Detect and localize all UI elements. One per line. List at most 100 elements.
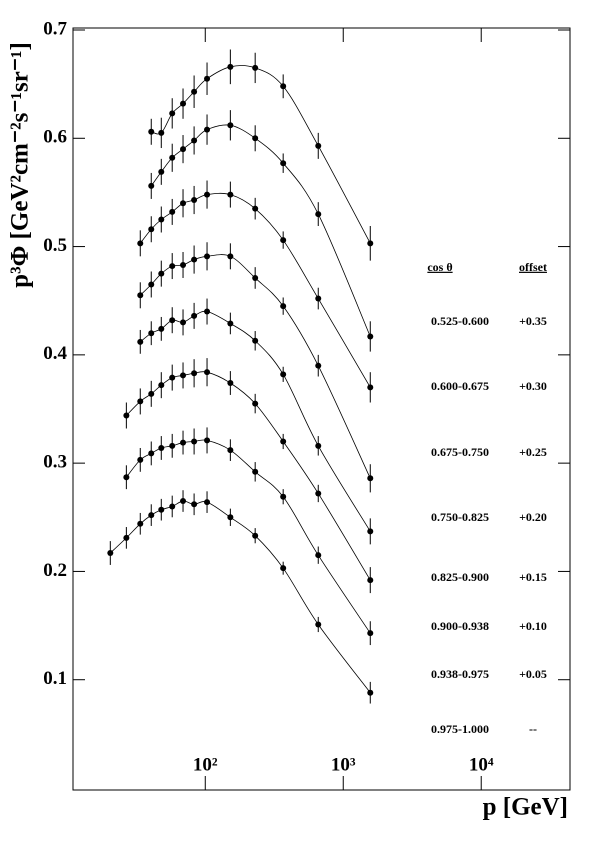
data-point <box>191 501 198 508</box>
data-point <box>204 499 211 506</box>
data-point <box>252 64 259 71</box>
data-point <box>137 338 144 345</box>
data-point <box>280 303 287 310</box>
data-point <box>315 362 322 369</box>
data-point <box>252 532 259 539</box>
data-point <box>227 253 234 260</box>
data-point <box>169 154 176 161</box>
data-point <box>280 565 287 572</box>
legend-label: 0.900-0.938 <box>431 619 489 633</box>
legend-label: 0.675-0.750 <box>431 445 489 459</box>
legend-offset: +0.25 <box>519 445 547 459</box>
x-tick-label: 10² <box>193 754 218 775</box>
data-point <box>204 308 211 315</box>
data-point <box>137 240 144 247</box>
data-point <box>367 528 374 535</box>
data-point <box>252 135 259 142</box>
data-point <box>367 630 374 637</box>
data-point <box>204 253 211 260</box>
data-point <box>180 100 187 107</box>
data-point <box>367 333 374 340</box>
legend-label: 0.525-0.600 <box>431 314 489 328</box>
data-point <box>367 384 374 391</box>
legend-label: 0.825-0.900 <box>431 570 489 584</box>
legend-offset: +0.20 <box>519 510 547 524</box>
data-point <box>169 374 176 381</box>
y-tick-label: 0.4 <box>43 343 67 364</box>
y-tick-label: 0.3 <box>43 452 67 473</box>
data-point <box>315 552 322 559</box>
data-point <box>191 370 198 377</box>
data-point <box>227 380 234 387</box>
data-point <box>204 126 211 133</box>
data-point <box>367 689 374 696</box>
data-point <box>148 512 155 519</box>
data-point <box>280 493 287 500</box>
data-point <box>180 200 187 207</box>
data-point <box>158 444 165 451</box>
legend-header: cos θ <box>427 260 452 274</box>
data-point <box>227 447 234 454</box>
data-point <box>180 498 187 505</box>
legend-label: 0.750-0.825 <box>431 510 489 524</box>
x-tick-label: 10³ <box>331 754 356 775</box>
data-point <box>148 390 155 397</box>
legend-offset: +0.30 <box>519 379 547 393</box>
data-point <box>169 110 176 117</box>
data-point <box>123 412 130 419</box>
legend-label: 0.600-0.675 <box>431 379 489 393</box>
legend-offset: +0.05 <box>519 667 547 681</box>
data-point <box>204 437 211 444</box>
data-point <box>158 506 165 513</box>
fit-curve <box>139 192 371 388</box>
data-point <box>191 312 198 319</box>
data-point <box>227 63 234 70</box>
data-point <box>158 382 165 389</box>
legend-header: offset <box>519 260 547 274</box>
data-point <box>227 514 234 521</box>
fit-curve <box>110 500 371 693</box>
data-point <box>107 550 114 557</box>
x-axis-label: p [GeV] <box>483 794 568 821</box>
x-tick-label: 10⁴ <box>469 754 494 775</box>
data-point <box>158 270 165 277</box>
data-point <box>252 274 259 281</box>
data-point <box>148 281 155 288</box>
legend-offset: -- <box>529 722 537 736</box>
plot-frame <box>72 27 571 791</box>
data-point <box>158 325 165 332</box>
fit-curve <box>126 371 371 581</box>
data-point <box>204 75 211 82</box>
data-point <box>180 439 187 446</box>
data-point <box>315 211 322 218</box>
data-point <box>169 263 176 270</box>
y-tick-label: 0.7 <box>43 18 67 39</box>
data-point <box>227 122 234 129</box>
data-point <box>191 438 198 445</box>
data-point <box>280 83 287 90</box>
data-point <box>191 197 198 204</box>
data-point <box>148 182 155 189</box>
data-point <box>158 216 165 223</box>
legend-label: 0.975-1.000 <box>431 722 489 736</box>
y-tick-label: 0.2 <box>43 560 67 581</box>
legend-label: 0.938-0.975 <box>431 667 489 681</box>
data-point <box>252 400 259 407</box>
data-point <box>148 226 155 233</box>
data-point <box>367 475 374 482</box>
data-point <box>227 191 234 198</box>
data-point <box>280 160 287 167</box>
data-point <box>137 292 144 299</box>
data-point <box>137 520 144 527</box>
fit-curve <box>126 439 371 634</box>
data-point <box>169 317 176 324</box>
data-point <box>148 450 155 457</box>
data-point <box>204 369 211 376</box>
data-point <box>191 88 198 95</box>
data-point <box>252 205 259 212</box>
data-point <box>148 330 155 337</box>
y-tick-label: 0.6 <box>43 127 67 148</box>
data-point <box>315 442 322 449</box>
data-point <box>191 137 198 144</box>
